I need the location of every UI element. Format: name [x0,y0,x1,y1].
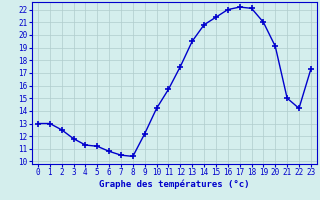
X-axis label: Graphe des températures (°c): Graphe des températures (°c) [99,180,250,189]
